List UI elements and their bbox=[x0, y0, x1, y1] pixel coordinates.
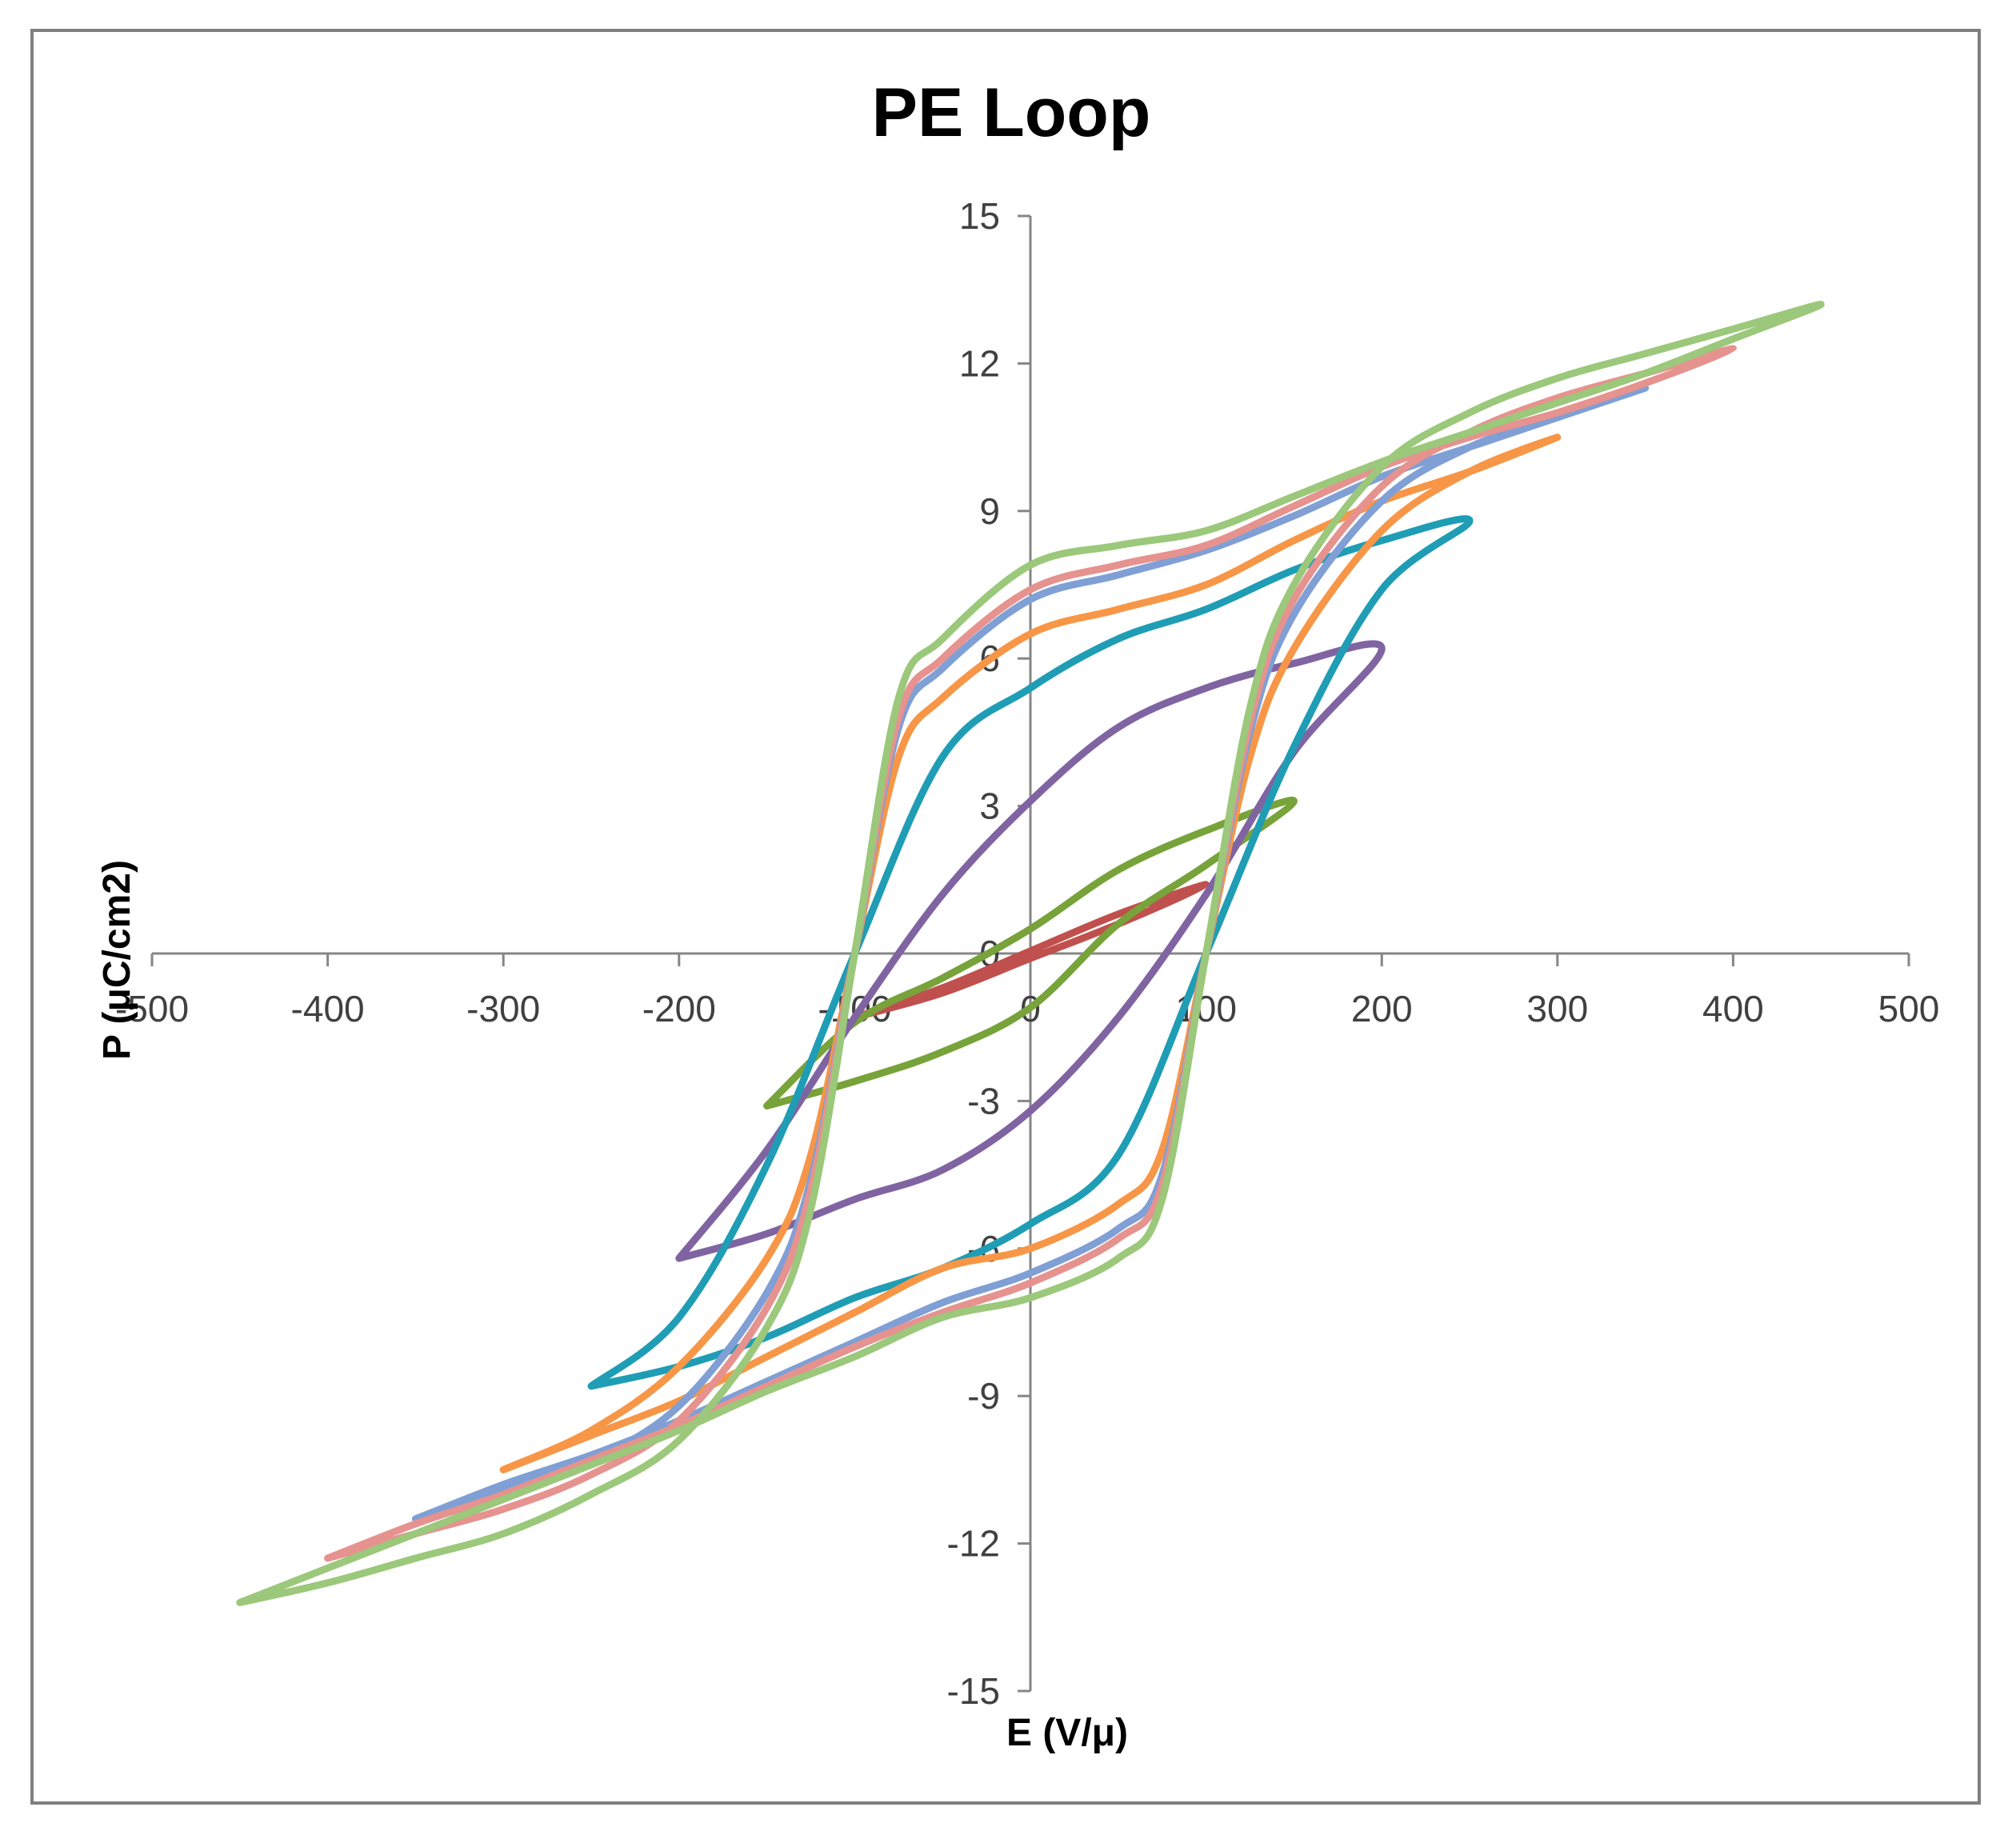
y-tick-label: 12 bbox=[959, 342, 1000, 384]
x-tick-label: 500 bbox=[1878, 988, 1940, 1029]
series-loop-1 bbox=[850, 881, 1210, 1021]
y-tick-label: 9 bbox=[979, 490, 1000, 532]
y-tick-label: -3 bbox=[967, 1080, 1000, 1121]
x-tick-label: -200 bbox=[642, 988, 716, 1029]
y-tick-label: -9 bbox=[967, 1375, 1000, 1417]
chart-frame bbox=[30, 29, 1981, 1805]
x-tick-label: 300 bbox=[1526, 988, 1588, 1029]
series-loop-3 bbox=[675, 640, 1386, 1262]
series-loop-7 bbox=[324, 345, 1737, 1562]
series-loop-8 bbox=[236, 301, 1825, 1606]
axes: -500 -400 -300 -200 -100 0 100 200 300 400 500-15-… bbox=[115, 195, 1939, 1712]
x-axis-title: E (V/μ) bbox=[1006, 1712, 1128, 1754]
x-tick-label: -500 bbox=[115, 988, 189, 1029]
chart-title: PE Loop bbox=[872, 74, 1151, 151]
series-layer bbox=[236, 301, 1825, 1606]
x-tick-label: -400 bbox=[291, 988, 365, 1029]
x-tick-label: 200 bbox=[1351, 988, 1413, 1029]
y-tick-label: -15 bbox=[947, 1670, 1000, 1712]
y-tick-label: -12 bbox=[947, 1523, 1000, 1565]
y-tick-label: 3 bbox=[979, 786, 1000, 827]
y-tick-label: 15 bbox=[959, 195, 1000, 237]
x-tick-label: 400 bbox=[1702, 988, 1764, 1029]
series-loop-2 bbox=[763, 796, 1298, 1109]
x-tick-label: -300 bbox=[466, 988, 540, 1029]
y-axis-title: P (μC/cm2) bbox=[96, 860, 138, 1060]
